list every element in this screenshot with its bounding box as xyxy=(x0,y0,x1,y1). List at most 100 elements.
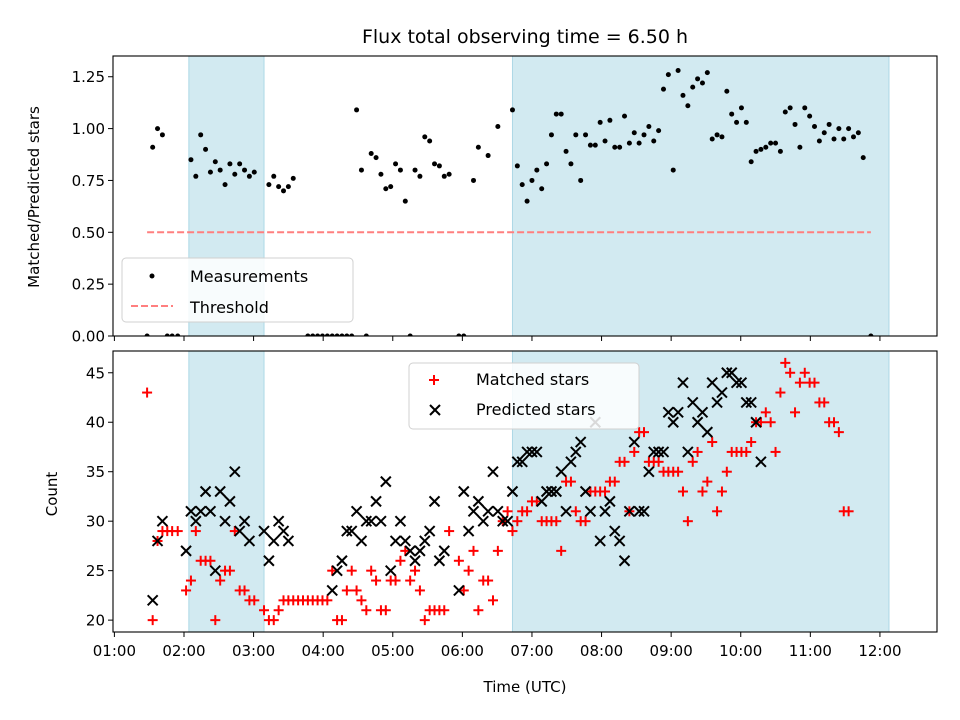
point-predicted-stars-56 xyxy=(497,515,509,527)
point-measurements-117 xyxy=(773,140,779,146)
point-matched-stars-61 xyxy=(453,555,464,566)
point-measurements-102 xyxy=(699,80,705,86)
point-measurements-101 xyxy=(695,76,701,82)
point-predicted-stars-109 xyxy=(755,456,767,468)
point-measurements-5 xyxy=(169,333,175,336)
point-predicted-stars-77 xyxy=(599,505,611,517)
point-measurements-43 xyxy=(383,186,389,192)
point-predicted-stars-41 xyxy=(414,545,426,557)
point-predicted-stars-74 xyxy=(584,505,597,517)
point-measurements-134 xyxy=(855,130,861,136)
point-matched-stars-112 xyxy=(702,476,713,487)
point-predicted-stars-78 xyxy=(604,495,616,508)
point-predicted-stars-45 xyxy=(433,555,446,567)
point-predicted-stars-72 xyxy=(574,436,587,448)
point-measurements-53 xyxy=(432,161,438,167)
point-measurements-104 xyxy=(709,136,715,142)
point-measurements-85 xyxy=(617,144,623,150)
point-matched-stars-8 xyxy=(185,575,196,586)
bottom-legend-frame xyxy=(408,362,640,430)
bottom-xtick-label-9: 10:00 xyxy=(719,642,762,660)
point-predicted-stars-22 xyxy=(282,535,295,547)
point-matched-stars-99 xyxy=(639,427,650,438)
point-predicted-stars-91 xyxy=(667,416,679,428)
point-predicted-stars-70 xyxy=(565,456,577,468)
point-measurements-65 xyxy=(519,182,525,188)
point-measurements-64 xyxy=(514,163,520,169)
point-measurements-136 xyxy=(868,333,874,336)
point-measurements-132 xyxy=(846,126,852,132)
point-measurements-1 xyxy=(150,144,156,150)
point-predicted-stars-28 xyxy=(350,505,363,517)
point-measurements-90 xyxy=(641,132,647,138)
point-predicted-stars-61 xyxy=(521,446,533,458)
point-measurements-20 xyxy=(251,169,257,175)
point-predicted-stars-12 xyxy=(224,495,236,508)
point-predicted-stars-106 xyxy=(740,396,753,409)
point-matched-stars-129 xyxy=(785,367,796,378)
point-measurements-11 xyxy=(207,169,213,175)
bottom-ytick-label-1: 25 xyxy=(86,562,105,580)
bottom-xtick-label-8: 09:00 xyxy=(650,642,693,660)
point-matched-stars-72 xyxy=(507,526,518,537)
point-measurements-103 xyxy=(704,70,710,76)
point-measurements-38 xyxy=(358,167,364,173)
point-measurements-41 xyxy=(373,155,379,161)
top-ytick-label-3: 0.75 xyxy=(72,172,105,190)
point-measurements-127 xyxy=(821,130,827,136)
point-predicted-stars-69 xyxy=(560,505,572,517)
point-measurements-98 xyxy=(680,92,686,98)
point-matched-stars-43 xyxy=(361,605,372,616)
point-predicted-stars-62 xyxy=(526,446,538,458)
point-matched-stars-52 xyxy=(405,575,416,586)
point-measurements-100 xyxy=(690,84,696,90)
point-measurements-116 xyxy=(768,140,774,146)
point-measurements-63 xyxy=(509,107,515,113)
point-matched-stars-134 xyxy=(809,377,820,388)
point-predicted-stars-40 xyxy=(409,555,421,567)
point-predicted-stars-80 xyxy=(613,535,626,547)
point-predicted-stars-13 xyxy=(229,466,241,478)
point-matched-stars-84 xyxy=(565,476,576,487)
point-predicted-stars-38 xyxy=(399,535,412,547)
point-measurements-124 xyxy=(807,113,813,119)
point-measurements-79 xyxy=(587,142,593,148)
top-panel: 0.00 0.25 0.50 0.75 1.00 1.25 xyxy=(72,55,938,346)
point-predicted-stars-60 xyxy=(516,456,528,468)
point-measurements-57 xyxy=(456,333,462,336)
point-measurements-2 xyxy=(155,126,161,132)
bottom-xtick-label-0: 01:00 xyxy=(93,642,136,660)
point-predicted-stars-0 xyxy=(146,594,159,607)
point-measurements-37 xyxy=(354,107,360,113)
point-predicted-stars-30 xyxy=(360,515,373,527)
point-matched-stars-47 xyxy=(380,605,391,616)
point-matched-stars-68 xyxy=(487,595,498,606)
bottom-xtick-label-10: 11:00 xyxy=(789,642,832,660)
point-matched-stars-1 xyxy=(147,615,158,626)
point-matched-stars-55 xyxy=(419,615,430,626)
point-measurements-0 xyxy=(144,333,150,336)
point-predicted-stars-96 xyxy=(691,416,704,428)
bottom-xtick-label-11: 12:00 xyxy=(858,642,901,660)
point-predicted-stars-9 xyxy=(209,564,222,577)
point-matched-stars-24 xyxy=(268,615,279,626)
top-axes-frame xyxy=(112,55,938,337)
point-matched-stars-113 xyxy=(707,437,718,448)
point-matched-stars-21 xyxy=(249,595,260,606)
bottom-xtick-label-2: 03:00 xyxy=(232,642,275,660)
point-matched-stars-35 xyxy=(322,595,333,606)
point-predicted-stars-83 xyxy=(628,436,640,448)
point-measurements-42 xyxy=(378,171,384,177)
point-predicted-stars-95 xyxy=(687,396,699,409)
bottom-ytick-label-3: 35 xyxy=(86,463,105,481)
point-measurements-30 xyxy=(319,333,325,336)
point-matched-stars-132 xyxy=(799,367,810,378)
point-predicted-stars-58 xyxy=(506,485,519,498)
point-measurements-54 xyxy=(436,163,442,169)
point-predicted-stars-24 xyxy=(331,564,343,577)
bottom-panel-ylabel: Count xyxy=(43,472,61,517)
point-matched-stars-73 xyxy=(512,516,523,527)
point-predicted-stars-33 xyxy=(375,515,387,527)
point-measurements-135 xyxy=(860,155,866,161)
top-plot-area xyxy=(144,68,874,336)
